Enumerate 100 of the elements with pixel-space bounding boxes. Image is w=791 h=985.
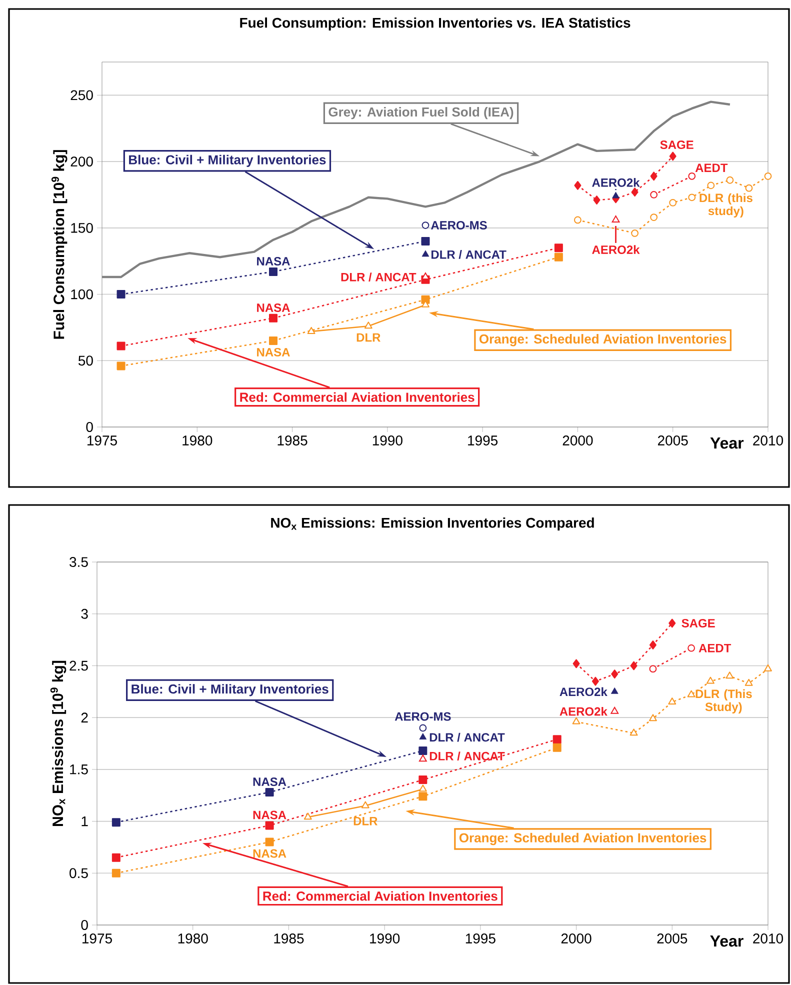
point [364,322,372,329]
point [269,267,278,276]
x-tick-label: 1990 [372,436,402,446]
series-label: DLR / ANCAT [431,250,506,259]
point [650,172,658,181]
point [552,735,562,744]
point [726,176,734,184]
x-axis-title: Year [710,936,744,947]
series-label: NASA [253,778,286,786]
y-tick-label: 0 [81,920,88,930]
point [650,214,658,221]
y-tick-label: 250 [70,90,93,100]
chart-title: Fuel Consumption: Emission Inventories vs. IEA Statistics [240,17,630,31]
point [649,640,656,650]
point [669,152,676,161]
point [418,792,428,801]
point [764,664,772,672]
y-tick-label: 100 [71,289,93,300]
x-axis-title: Year [710,438,744,449]
annotation: Orange: Scheduled Aviation Inventories [459,832,706,846]
point [610,706,619,714]
x-tick-label: 1985 [274,934,304,944]
y-tick-label: 0 [86,422,93,432]
point [422,272,430,280]
annotation: Grey: Aviation Fuel Sold (IEA) [328,107,514,120]
point [631,188,638,197]
point [592,676,599,686]
point [304,812,312,820]
point [112,868,120,878]
point [707,182,715,190]
series-label: AERO-MS [430,221,487,230]
point [764,172,772,180]
point [706,676,714,684]
point [112,853,120,862]
x-tick-label: 2000 [562,436,593,446]
point [593,196,600,204]
point [572,717,580,724]
series-label: NASA [257,348,290,356]
series-label: DLR / ANCAT [341,272,416,282]
point [418,754,427,762]
series-label: AERO2k [560,706,608,716]
chart-title: NO$_{x}$ Emissions: Emission Inventories Compared [271,517,594,531]
point [361,801,370,808]
point [418,776,428,784]
y-tick-label: 1 [82,816,88,826]
point [265,821,274,830]
point [307,326,316,334]
y-axis-title: NO$_{x}$ Emissions [10$^{9}$ kg] [50,660,66,826]
series-label: AERO-MS [394,712,451,721]
y-tick-label: 0.5 [70,868,88,878]
series-label: AEDT [695,164,728,172]
series-label: NASA [257,257,290,266]
point [116,342,126,350]
point [554,244,563,252]
point [687,690,696,698]
point [630,661,638,670]
y-tick-label: 3.5 [70,557,88,567]
point [421,236,430,246]
x-tick-label: 2005 [658,436,688,446]
point [552,743,562,752]
x-tick-label: 1990 [370,934,400,944]
y-tick-label: 3 [81,608,88,619]
point [688,644,696,652]
series-label: DLR [356,333,380,342]
point [419,724,427,732]
y-tick-label: 150 [71,222,93,233]
point [649,714,657,722]
point [612,215,620,222]
point [668,618,676,628]
series-label: DLR [354,816,378,826]
point [265,838,274,846]
series-label: NASA [257,303,290,312]
series-label: NASA [253,810,286,820]
point [650,191,658,198]
x-tick-label: 2000 [561,934,592,944]
point [688,172,696,180]
x-tick-label: 2010 [753,436,784,446]
point [745,184,753,192]
point [554,252,563,262]
point [726,672,734,679]
point [269,314,278,322]
series-label: AERO2k [560,687,608,696]
series-label: DLR (this study) [700,193,752,218]
series-label: DLR / ANCAT [430,732,505,742]
annotation: Red: Commercial Aviation Inventories [263,891,498,901]
point [631,230,638,237]
series-label: AERO2k [592,178,640,187]
annotation: Red: Commercial Aviation Inventories [240,392,474,402]
point [269,336,278,345]
x-tick-label: 1980 [182,436,212,446]
series-label: NASA [253,849,286,858]
annotation: Blue: Civil + Military Inventories [129,154,326,167]
point [418,784,427,792]
point [669,199,677,206]
legend-label: AERO2k [592,245,640,254]
series-label: DLR / ANCAT [430,752,505,761]
x-tick-label: 2010 [753,934,784,944]
y-tick-label: 1.5 [70,764,88,774]
x-tick-label: 1995 [466,934,496,944]
point [574,216,582,224]
